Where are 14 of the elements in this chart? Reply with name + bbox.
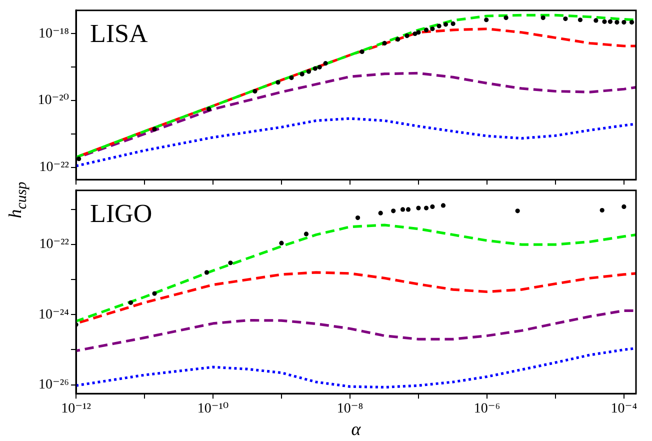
x-tick-label: 10⁻¹² [61,402,91,417]
x-tick-label: 10⁻⁴ [610,402,638,417]
x-tick-label: 10⁻⁶ [474,402,500,417]
y-tick-label: 10⁻¹⁸ [38,26,70,42]
annotation: LISA [90,19,148,48]
x-tick-label: 10⁻¹⁰ [197,402,229,417]
y-tick-label: 10⁻²² [39,160,69,176]
x-axis-title: α [351,418,362,439]
x-tick-label: 10⁻⁸ [336,402,364,417]
annotation: LIGO [90,199,152,228]
y-tick-label: 10⁻²⁴ [38,307,70,322]
y-tick-label: 10⁻²² [39,237,69,252]
y-tick-label: 10⁻²⁰ [38,93,70,108]
y-tick-label: 10⁻²⁶ [38,377,70,392]
